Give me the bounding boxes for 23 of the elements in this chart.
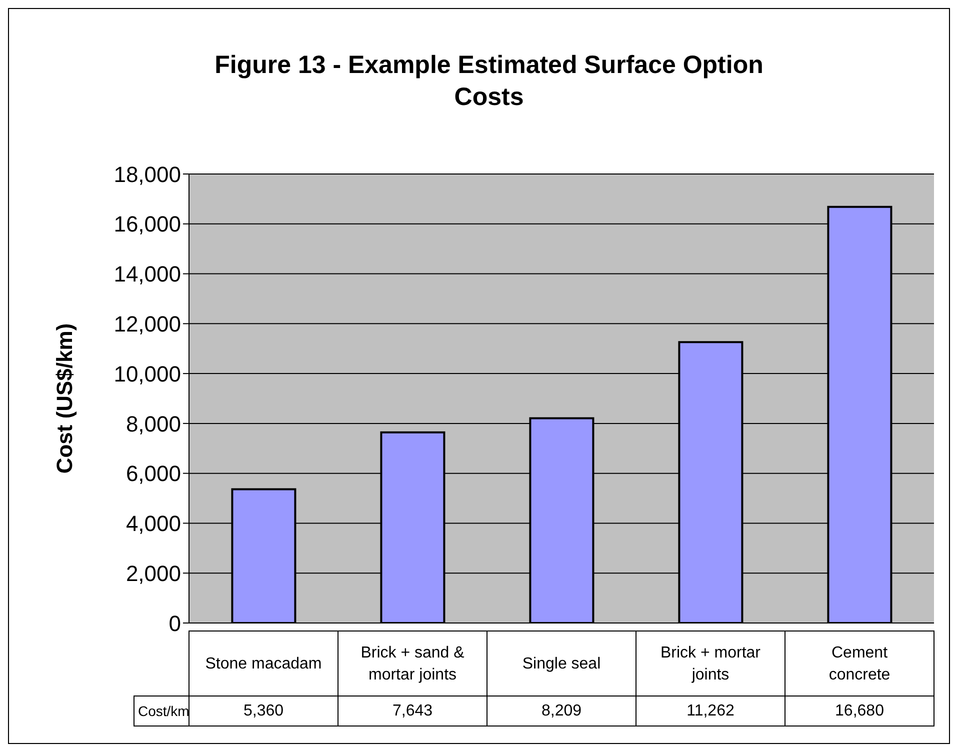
data-label: 8,209: [541, 702, 582, 720]
data-label: 16,680: [835, 702, 884, 720]
y-tick-label: 10,000: [114, 361, 181, 386]
y-tick-label: 0: [168, 610, 181, 636]
y-tick-label: 4,000: [126, 511, 181, 536]
y-tick-label: 8,000: [126, 411, 181, 436]
y-tick-label: 12,000: [114, 311, 181, 336]
y-tick-label: 6,000: [126, 461, 181, 486]
chart-title: Figure 13 - Example Estimated Surface Option Costs: [214, 50, 764, 113]
y-tick-label: 2,000: [126, 560, 181, 586]
data-label: 7,643: [392, 702, 433, 720]
y-tick-label: 18,000: [114, 162, 181, 187]
x-tick-label: Brick + mortar joints: [660, 644, 762, 683]
y-tick-label: 16,000: [114, 212, 181, 237]
x-tick-label: Cement concrete: [828, 644, 890, 683]
data-label: 5,360: [243, 702, 284, 720]
x-tick-label: Single seal: [522, 655, 601, 672]
data-label: 11,262: [686, 702, 734, 720]
x-tick-label: Stone macadam: [205, 655, 322, 672]
y-axis-title: Cost (US$/km): [52, 323, 77, 474]
text: Cost/km: [138, 703, 190, 719]
y-tick-label: 14,000: [114, 262, 181, 287]
x-tick-label: Brick + sand & mortar joints: [360, 644, 465, 683]
